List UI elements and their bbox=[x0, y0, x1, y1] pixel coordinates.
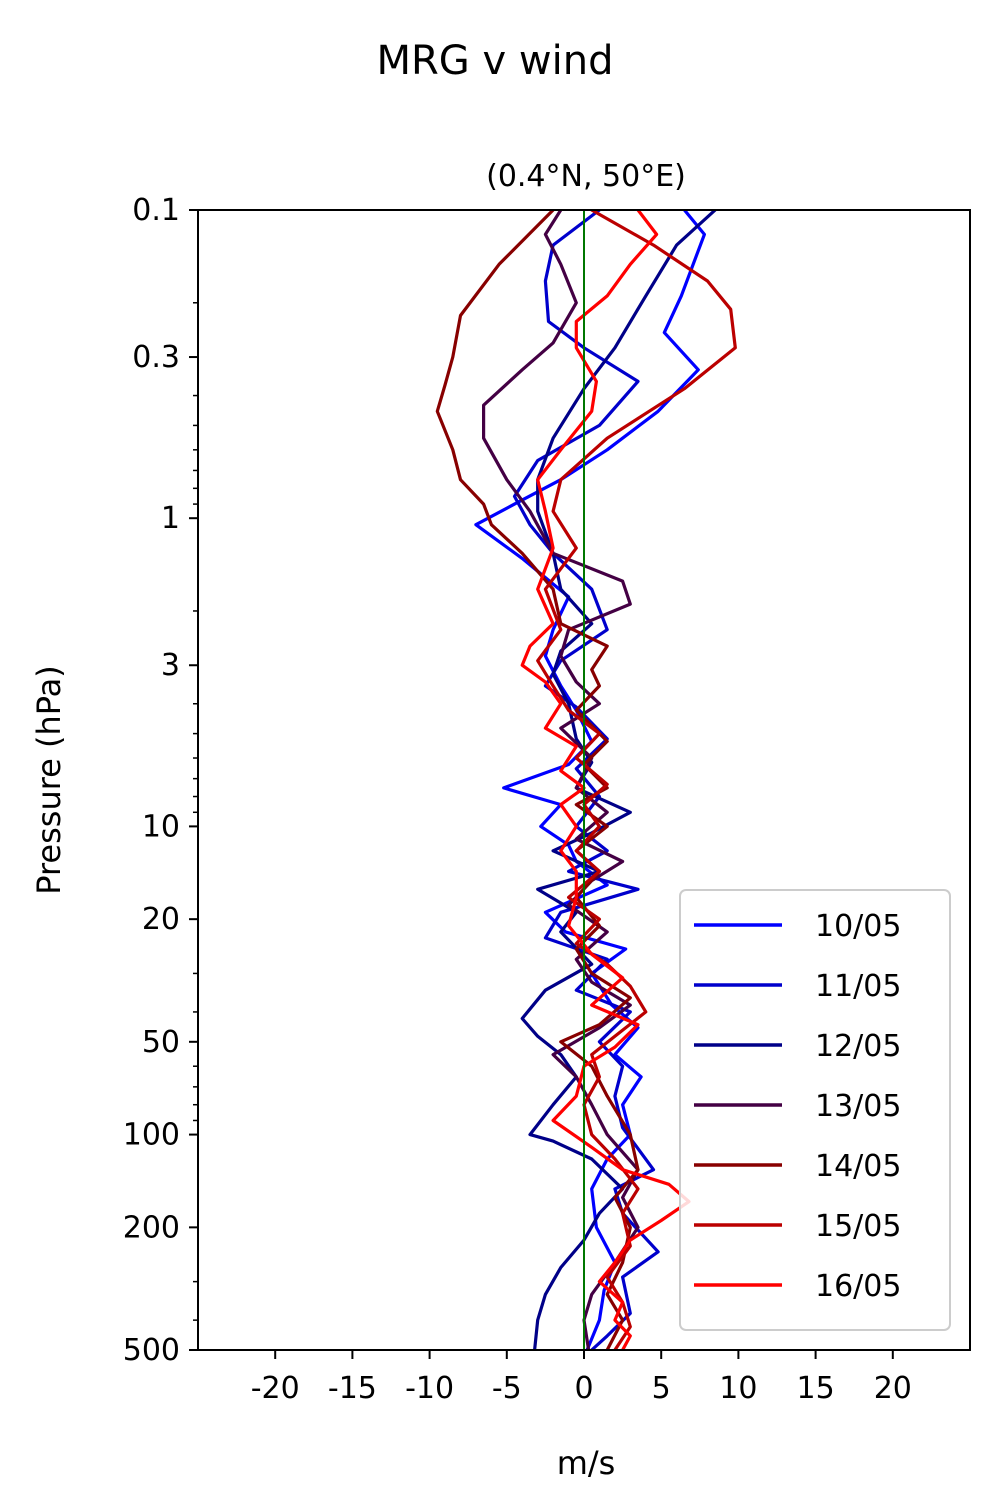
x-axis-label: m/s bbox=[557, 1444, 616, 1482]
y-tick-label: 0.3 bbox=[132, 340, 180, 375]
y-tick-label: 500 bbox=[123, 1333, 180, 1368]
x-tick-label: 0 bbox=[574, 1371, 593, 1406]
y-tick-label: 3 bbox=[161, 648, 180, 683]
y-tick-label: 20 bbox=[142, 902, 180, 937]
y-tick-label: 10 bbox=[142, 809, 180, 844]
x-tick-label: 10 bbox=[719, 1371, 757, 1406]
legend-entry-label: 14/05 bbox=[815, 1149, 901, 1184]
chart-title: MRG v wind bbox=[377, 38, 614, 84]
legend-entry-label: 16/05 bbox=[815, 1269, 901, 1304]
x-tick-label: 5 bbox=[652, 1371, 671, 1406]
x-axis: -20 -15 -10 -5 0 5 10 15 20 bbox=[251, 1350, 912, 1406]
legend-entry-label: 10/05 bbox=[815, 909, 901, 944]
plot-area bbox=[197, 209, 971, 1351]
y-tick-label: 1 bbox=[161, 501, 180, 536]
x-tick-label: 15 bbox=[797, 1371, 835, 1406]
chart-subtitle: (0.4°N, 50°E) bbox=[486, 159, 686, 194]
y-tick-label: 0.1 bbox=[132, 193, 180, 228]
y-tick-label: 100 bbox=[123, 1118, 180, 1153]
legend-box bbox=[679, 889, 951, 1331]
series-line-11-05 bbox=[512, 210, 660, 1350]
series-line-10-05 bbox=[474, 210, 707, 1350]
x-tick-label: 20 bbox=[874, 1371, 912, 1406]
legend-entry-label: 11/05 bbox=[815, 969, 901, 1004]
x-tick-label: -20 bbox=[251, 1371, 300, 1406]
legend: 10/05 11/05 12/05 13/05 14/05 15/05 16/05 bbox=[679, 889, 951, 1331]
y-tick-label: 50 bbox=[142, 1025, 180, 1060]
legend-entry-label: 12/05 bbox=[815, 1029, 901, 1064]
y-axis: 0.1 0.3 1 3 10 20 50 100 200 500 bbox=[123, 193, 198, 1368]
series-line-13-05 bbox=[482, 210, 640, 1350]
series-line-16-05 bbox=[520, 210, 691, 1350]
x-tick-label: -5 bbox=[492, 1371, 522, 1406]
x-tick-label: -10 bbox=[405, 1371, 454, 1406]
legend-entry-label: 15/05 bbox=[815, 1209, 901, 1244]
y-axis-label: Pressure (hPa) bbox=[30, 665, 68, 895]
series-line-14-05 bbox=[435, 210, 640, 1350]
y-tick-label: 200 bbox=[123, 1210, 180, 1245]
legend-entry-label: 13/05 bbox=[815, 1089, 901, 1124]
x-tick-label: -15 bbox=[328, 1371, 377, 1406]
series-group bbox=[435, 210, 737, 1350]
